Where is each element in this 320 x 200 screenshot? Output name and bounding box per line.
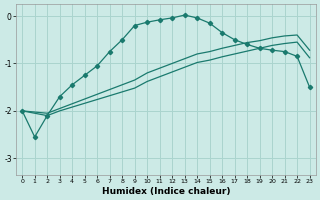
X-axis label: Humidex (Indice chaleur): Humidex (Indice chaleur)	[102, 187, 230, 196]
